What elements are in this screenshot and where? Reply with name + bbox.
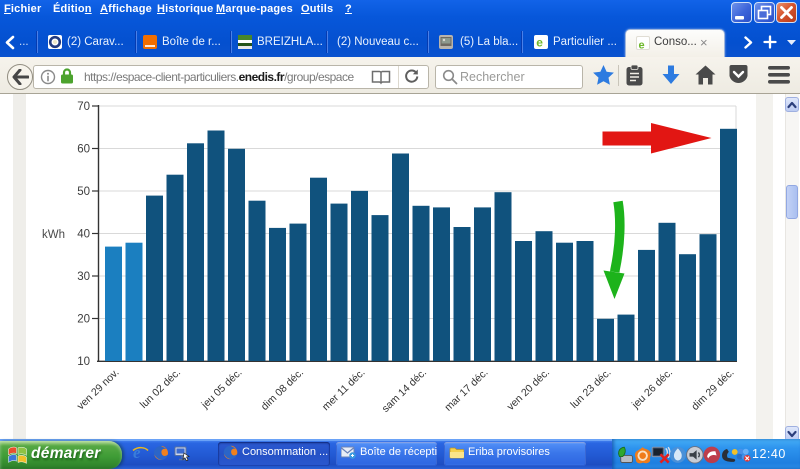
svg-text:ven 29 nov.: ven 29 nov. bbox=[75, 367, 122, 413]
svg-text:mer 11 déc.: mer 11 déc. bbox=[320, 367, 368, 414]
svg-text:50: 50 bbox=[77, 186, 90, 198]
svg-text:kWh: kWh bbox=[42, 229, 65, 241]
svg-text:jeu 26 déc.: jeu 26 déc. bbox=[629, 367, 675, 412]
svg-text:10: 10 bbox=[77, 356, 90, 368]
svg-text:dim 29 déc.: dim 29 déc. bbox=[689, 367, 736, 413]
svg-text:dim 08 déc.: dim 08 déc. bbox=[259, 367, 306, 413]
svg-text:70: 70 bbox=[77, 101, 90, 113]
svg-text:30: 30 bbox=[77, 271, 90, 283]
svg-text:60: 60 bbox=[77, 144, 90, 156]
svg-text:ven 20 déc.: ven 20 déc. bbox=[505, 367, 552, 413]
svg-text:e: e bbox=[536, 36, 543, 50]
svg-text:lun 02 déc.: lun 02 déc. bbox=[138, 367, 183, 411]
svg-text:e: e bbox=[133, 444, 141, 461]
svg-text:sam 14 déc.: sam 14 déc. bbox=[380, 367, 429, 415]
svg-text:mar 17 déc.: mar 17 déc. bbox=[442, 367, 490, 414]
svg-text:jeu 05 déc.: jeu 05 déc. bbox=[199, 367, 245, 412]
svg-text:20: 20 bbox=[77, 314, 90, 326]
svg-text:lun 23 déc.: lun 23 déc. bbox=[568, 367, 613, 411]
svg-text:40: 40 bbox=[77, 229, 90, 241]
svg-text:e: e bbox=[639, 40, 645, 51]
